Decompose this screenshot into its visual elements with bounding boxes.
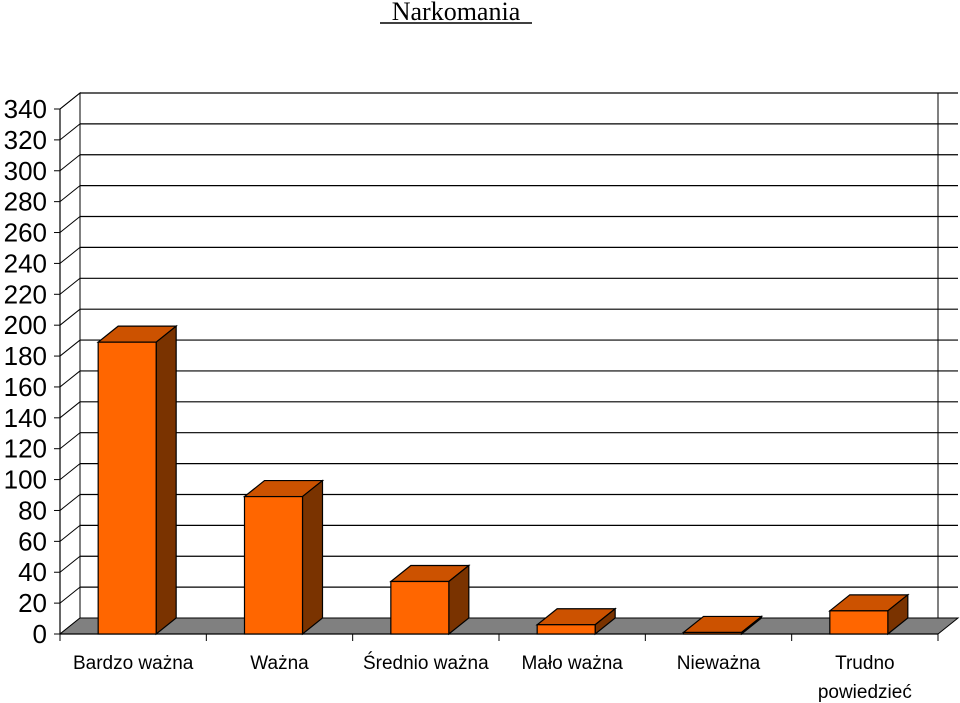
y-tick-label: 340 bbox=[4, 94, 47, 124]
axes bbox=[54, 108, 939, 641]
y-tick-label: 320 bbox=[4, 125, 47, 155]
chart-title: Narkomania bbox=[392, 0, 521, 26]
gridline-side bbox=[59, 586, 81, 604]
x-tick-label: Trudno bbox=[835, 653, 895, 674]
gridline-side bbox=[59, 524, 81, 542]
bar-front bbox=[243, 495, 304, 635]
chart-floor bbox=[58, 617, 960, 635]
y-tick-label: 140 bbox=[4, 403, 47, 433]
bar bbox=[535, 607, 617, 636]
y-tick-label: 0 bbox=[33, 619, 47, 649]
y-tick-label: 260 bbox=[4, 218, 47, 248]
bar bbox=[96, 324, 178, 636]
x-tick-label: powiedzieć bbox=[818, 682, 912, 703]
y-tick-label: 180 bbox=[4, 341, 47, 371]
gridline-side bbox=[59, 216, 81, 233]
back-wall bbox=[79, 92, 939, 619]
floor-plane bbox=[58, 617, 960, 635]
bar bbox=[242, 479, 325, 636]
x-axis-labels: Bardzo ważna Ważna Średnio ważna Mało ważna… bbox=[73, 652, 912, 703]
y-tick-label: 220 bbox=[4, 279, 47, 309]
gridline-side bbox=[59, 123, 81, 141]
y-tick-label: 160 bbox=[4, 372, 47, 402]
gridlines bbox=[59, 92, 958, 604]
y-tick-label: 240 bbox=[4, 248, 47, 278]
gridline-side bbox=[59, 494, 81, 511]
y-tick-label: 60 bbox=[18, 526, 47, 556]
y-tick-label: 80 bbox=[18, 495, 47, 525]
gridline-side bbox=[59, 154, 81, 172]
gridline-side bbox=[59, 370, 81, 388]
gridline-side bbox=[59, 339, 81, 357]
y-tick-label: 200 bbox=[4, 310, 47, 340]
y-tick-label: 300 bbox=[4, 156, 47, 186]
y-tick-label: 120 bbox=[4, 434, 47, 464]
y-tick-label: 40 bbox=[18, 557, 47, 587]
bar-front bbox=[536, 624, 596, 635]
x-tick-label: Średnio ważna bbox=[363, 652, 489, 674]
bar-front bbox=[97, 341, 157, 635]
side-wall bbox=[59, 91, 81, 636]
x-tick-label: Ważna bbox=[250, 653, 309, 674]
bar-front bbox=[682, 631, 743, 635]
y-axis-ticks: 0204060801001201401601802002202402602803… bbox=[4, 94, 47, 649]
x-tick-label: Mało ważna bbox=[521, 653, 623, 674]
bar bbox=[389, 564, 471, 636]
gridline-side bbox=[59, 277, 81, 295]
gridline-side bbox=[59, 308, 81, 326]
chart-walls bbox=[59, 91, 939, 636]
gridline-side bbox=[59, 92, 81, 110]
bar-front bbox=[829, 610, 889, 635]
bars bbox=[96, 324, 910, 636]
gridline-side bbox=[59, 463, 81, 480]
gridline-side bbox=[59, 185, 81, 203]
y-tick-label: 20 bbox=[18, 588, 47, 618]
x-tick-label: Nieważna bbox=[677, 653, 761, 674]
gridline-side bbox=[59, 432, 81, 450]
y-tick-label: 280 bbox=[4, 187, 47, 217]
gridline-side bbox=[59, 401, 81, 419]
gridline-side bbox=[59, 555, 81, 573]
bar-side bbox=[155, 324, 177, 636]
gridline-side bbox=[59, 247, 81, 264]
y-tick-label: 100 bbox=[4, 465, 47, 495]
bar-side bbox=[301, 479, 324, 636]
bar bbox=[681, 615, 764, 636]
bar-front bbox=[390, 580, 450, 635]
x-tick-label: Bardzo ważna bbox=[73, 653, 194, 674]
bar bbox=[828, 593, 910, 636]
